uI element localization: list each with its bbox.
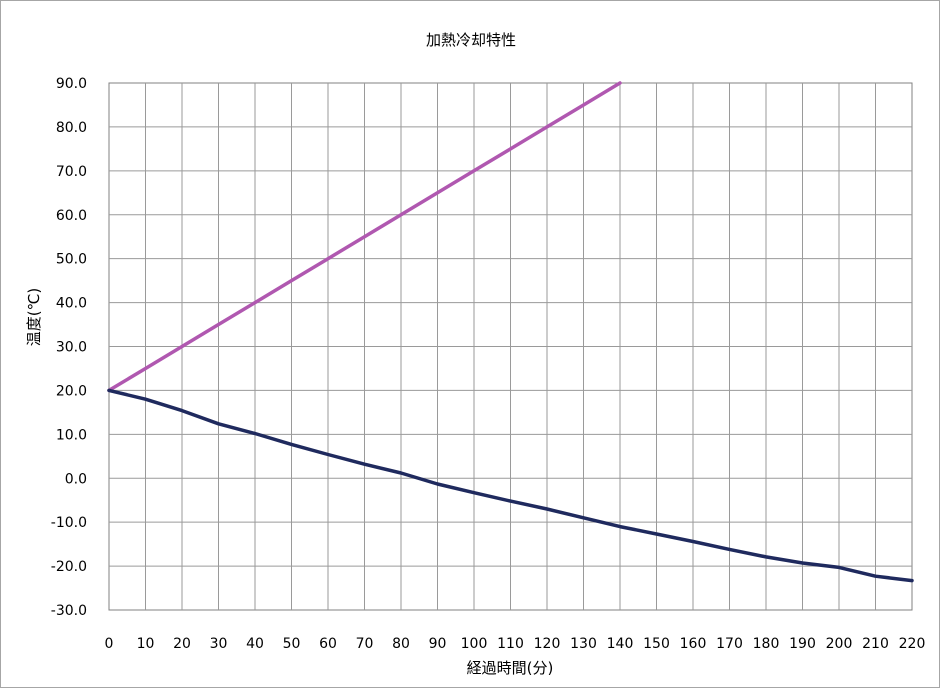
x-tick-label: 190 [789, 636, 816, 652]
x-tick-label: 30 [210, 636, 228, 652]
x-tick-label: 170 [716, 636, 743, 652]
x-tick-label: 220 [899, 636, 926, 652]
y-tick-label: 40.0 [56, 296, 87, 312]
y-tick-label: 90.0 [56, 76, 87, 92]
x-tick-label: 180 [753, 636, 780, 652]
y-tick-label: 80.0 [56, 120, 87, 136]
series-line-1 [107, 81, 622, 393]
x-tick-label: 120 [534, 636, 561, 652]
y-axis-label: 温度(℃) [25, 288, 43, 347]
x-tick-label: 110 [497, 636, 524, 652]
x-tick-label: 150 [643, 636, 670, 652]
x-axis-label: 経過時間(分) [467, 659, 554, 677]
x-tick-label: 100 [461, 636, 488, 652]
x-tick-label: 200 [826, 636, 853, 652]
x-tick-label: 140 [607, 636, 634, 652]
x-axis-ticks: 0 10 20 30 40 50 60 70 80 90 100 110 120 130 140 150 160… [105, 636, 926, 652]
x-tick-label: 40 [246, 636, 264, 652]
x-tick-label: 70 [356, 636, 374, 652]
x-tick-label: 10 [137, 636, 155, 652]
y-tick-label: 30.0 [56, 340, 87, 356]
chart-title: 加熱冷却特性 [426, 31, 516, 49]
x-tick-label: 90 [429, 636, 447, 652]
x-tick-label: 20 [173, 636, 191, 652]
y-tick-label: 60.0 [56, 208, 87, 224]
y-tick-label: 20.0 [56, 383, 87, 399]
x-tick-label: 50 [283, 636, 301, 652]
series-line-2 [107, 388, 914, 583]
x-tick-label: 0 [105, 636, 114, 652]
y-tick-label: 70.0 [56, 164, 87, 180]
x-tick-label: 130 [570, 636, 597, 652]
y-axis-ticks: 90.0 80.0 70.0 60.0 50.0 40.0 30.0 20.0 10.0 0.0 -… [51, 76, 87, 619]
series-layer [107, 81, 914, 583]
y-tick-label: 10.0 [56, 427, 87, 443]
y-tick-label: -20.0 [51, 559, 87, 575]
y-tick-label: -30.0 [51, 603, 87, 619]
x-tick-label: 210 [862, 636, 889, 652]
y-tick-label: -10.0 [51, 515, 87, 531]
x-tick-label: 60 [319, 636, 337, 652]
x-tick-label: 160 [680, 636, 707, 652]
x-tick-label: 80 [392, 636, 410, 652]
y-tick-label: 0.0 [65, 471, 87, 487]
y-tick-label: 50.0 [56, 252, 87, 268]
